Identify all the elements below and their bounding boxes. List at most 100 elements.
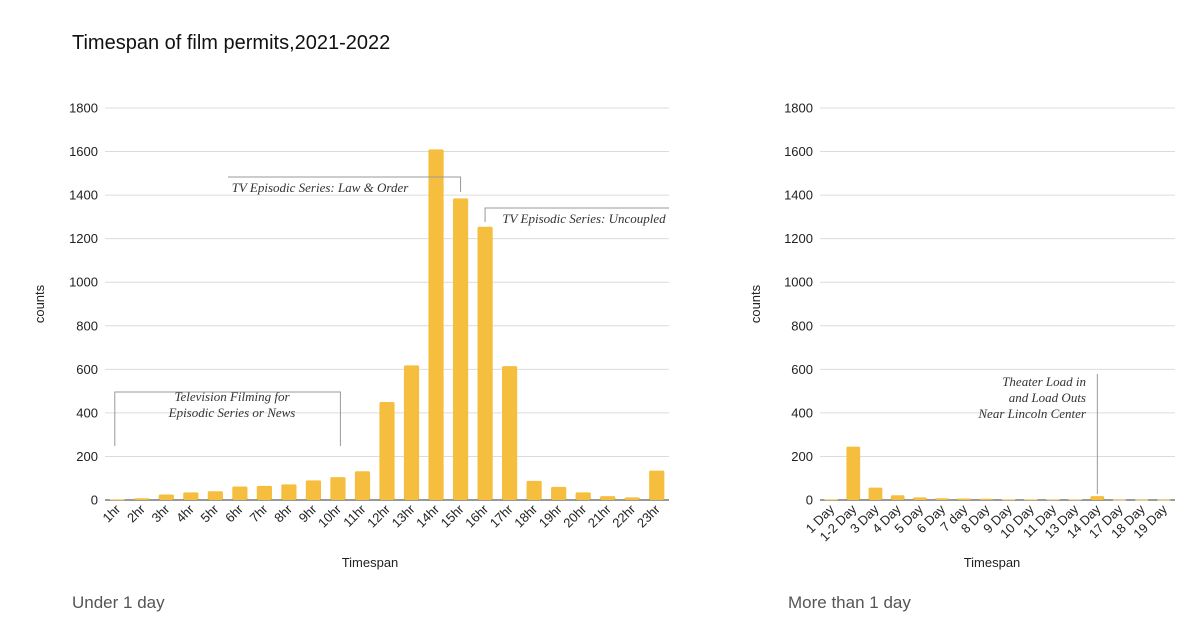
y-axis-label: counts (748, 284, 763, 323)
bar-23hr (649, 470, 665, 500)
y-tick-label-400: 400 (76, 405, 98, 420)
chart-title: Timespan of film permits,2021-2022 (72, 32, 390, 54)
x-tick-label-13hr: 13hr (389, 501, 418, 530)
bar-9-day (1001, 499, 1016, 501)
x-tick-label-18hr: 18hr (511, 501, 540, 530)
bar-18-day (1134, 499, 1149, 501)
y-tick-label-600: 600 (791, 362, 813, 377)
x-axis-label: Timespan (342, 555, 399, 570)
bar-21hr (600, 496, 616, 500)
bar-14hr (428, 149, 444, 500)
chart-panel-under-1-day: 0 200 400 600 800 1000 1200 1400 1600 1800 1hr 2hr 3… (32, 101, 669, 612)
annotation-2: TV Episodic Series: Uncoupled (484, 207, 669, 226)
bar-4hr (183, 492, 199, 500)
x-tick-label-21hr: 21hr (585, 501, 614, 530)
x-tick-label-17hr: 17hr (487, 501, 516, 530)
bar-17hr (502, 366, 518, 500)
bar-8-day (979, 498, 994, 500)
x-tick-label-10hr: 10hr (315, 501, 344, 530)
bar-6-day (935, 498, 949, 500)
bar-15hr (452, 198, 469, 500)
bar-1-2-day (846, 446, 861, 500)
panel-subtitle: Under 1 day (72, 593, 165, 612)
annotation-leader (484, 207, 669, 222)
bar-12hr (379, 402, 395, 500)
bar-5-day (912, 497, 927, 500)
bar-8hr (281, 484, 297, 500)
bar-10-day (1023, 499, 1038, 501)
bar-7hr (256, 485, 272, 500)
bar-18hr (526, 480, 542, 500)
y-tick-label-1400: 1400 (69, 188, 98, 203)
panel-subtitle: More than 1 day (788, 593, 911, 612)
y-tick-label-800: 800 (76, 318, 98, 333)
annotation-text-line: TV Episodic Series: Law & Order (232, 180, 410, 195)
y-tick-label-1400: 1400 (784, 188, 813, 203)
bar-16hr (477, 226, 493, 500)
y-tick-label-1600: 1600 (784, 144, 813, 159)
bar-22hr (624, 497, 640, 500)
bar-1hr (109, 499, 125, 501)
bar-20hr (575, 492, 591, 500)
bar-7-day (957, 498, 972, 500)
annotation-text-line: Episodic Series or News (168, 405, 296, 420)
annotation-text-line: Theater Load in (1002, 374, 1086, 389)
bar-11hr (354, 471, 371, 500)
y-tick-label-1800: 1800 (69, 101, 98, 116)
annotation-text-line: and Load Outs (1009, 390, 1086, 405)
y-tick-label-1600: 1600 (69, 144, 98, 159)
bar-19hr (551, 486, 567, 500)
y-tick-label-1000: 1000 (784, 275, 813, 290)
y-tick-label-0: 0 (806, 493, 813, 508)
x-tick-label-2hr: 2hr (124, 501, 148, 525)
x-tick-label-14hr: 14hr (413, 501, 442, 530)
bar-11-day (1046, 499, 1060, 501)
bar-2hr (134, 498, 150, 500)
x-tick-label-16hr: 16hr (462, 501, 491, 530)
y-tick-label-400: 400 (791, 405, 813, 420)
x-tick-label-6hr: 6hr (222, 501, 246, 525)
annotation-text-line: TV Episodic Series: Uncoupled (502, 211, 666, 226)
x-tick-label-8hr: 8hr (271, 501, 295, 525)
y-tick-label-200: 200 (791, 449, 813, 464)
bar-13hr (403, 365, 420, 500)
bar-5hr (207, 491, 223, 500)
bar-17-day (1112, 499, 1127, 501)
y-tick-label-0: 0 (91, 493, 98, 508)
x-tick-label-23hr: 23hr (634, 501, 663, 530)
bar-3hr (158, 494, 174, 500)
y-tick-label-1800: 1800 (784, 101, 813, 116)
annotation-1: TV Episodic Series: Law & Order (228, 176, 462, 195)
y-tick-label-800: 800 (791, 318, 813, 333)
x-tick-label-20hr: 20hr (560, 501, 589, 530)
bar-13-day (1068, 499, 1083, 501)
x-tick-label-19hr: 19hr (536, 501, 565, 530)
x-tick-label-15hr: 15hr (438, 501, 467, 530)
x-tick-label-22hr: 22hr (609, 501, 638, 530)
bar-3-day (868, 487, 883, 500)
bar-6hr (232, 486, 248, 500)
bar-19-day (1157, 499, 1171, 501)
annotation-text-line: Television Filming for (174, 389, 290, 404)
x-tick-label-12hr: 12hr (364, 501, 393, 530)
bar-4-day (890, 495, 905, 500)
annotation-leader (228, 176, 462, 192)
bar-10hr (330, 477, 346, 500)
annotation-text-line: Near Lincoln Center (977, 406, 1087, 421)
y-tick-label-200: 200 (76, 449, 98, 464)
y-tick-label-1200: 1200 (784, 231, 813, 246)
bar-9hr (305, 480, 322, 500)
x-tick-label-11hr: 11hr (340, 501, 369, 530)
x-tick-label-1hr: 1hr (99, 501, 123, 525)
bar-14-day (1090, 496, 1105, 500)
y-axis-label: counts (32, 284, 47, 323)
y-tick-label-600: 600 (76, 362, 98, 377)
x-tick-label-3hr: 3hr (149, 501, 173, 525)
x-axis-label: Timespan (964, 555, 1021, 570)
annotation-bracket (114, 391, 341, 446)
x-tick-label-7hr: 7hr (247, 501, 271, 525)
